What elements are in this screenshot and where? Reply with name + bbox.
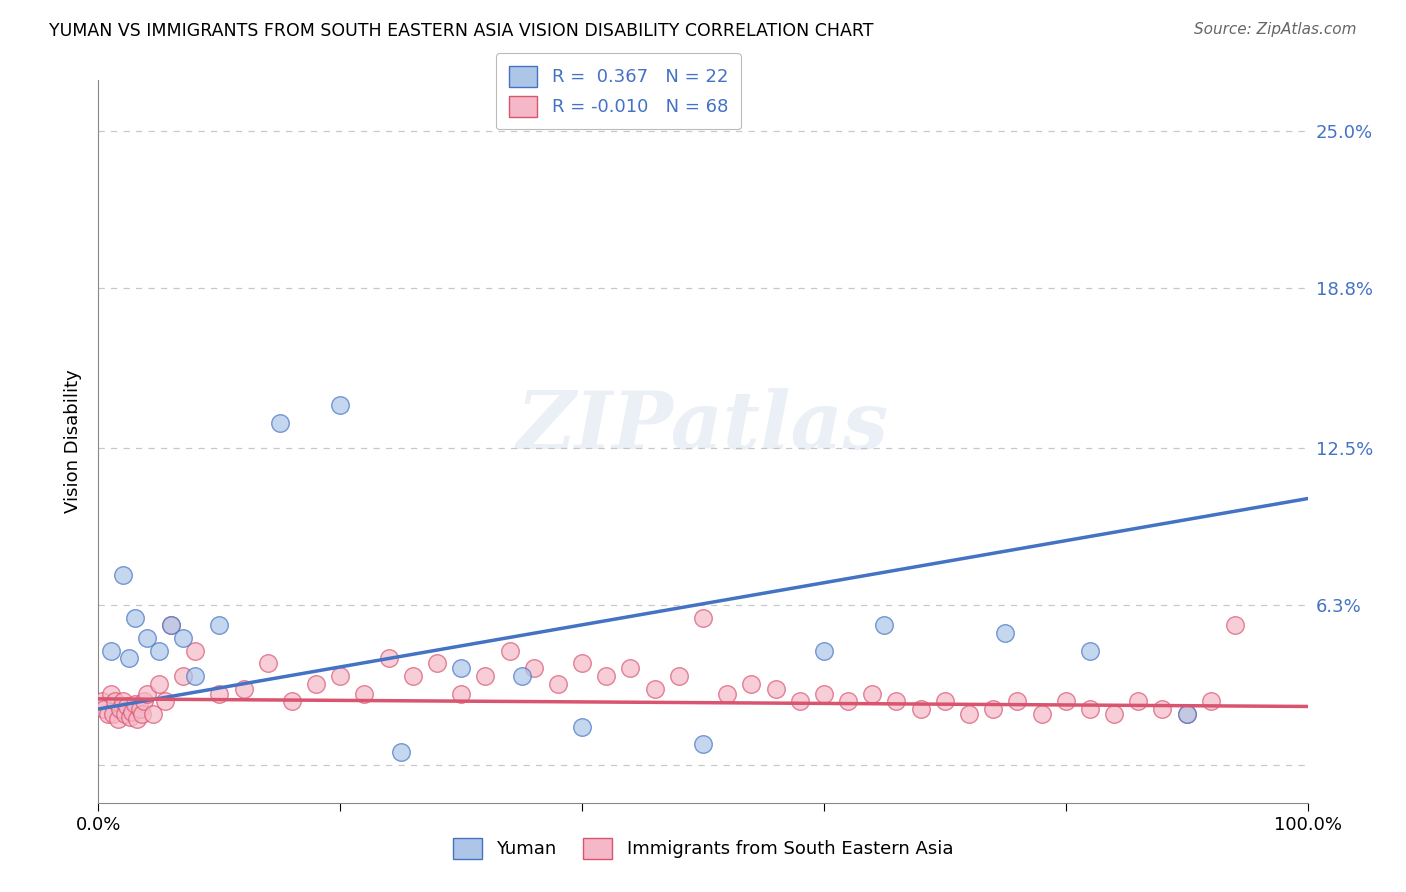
Point xyxy=(377,651,399,665)
Point xyxy=(353,687,375,701)
Point xyxy=(389,745,412,759)
Point xyxy=(91,694,114,708)
Point xyxy=(981,702,1004,716)
Point xyxy=(994,626,1017,640)
Text: YUMAN VS IMMIGRANTS FROM SOUTH EASTERN ASIA VISION DISABILITY CORRELATION CHART: YUMAN VS IMMIGRANTS FROM SOUTH EASTERN A… xyxy=(49,22,873,40)
Point xyxy=(107,712,129,726)
Point xyxy=(668,669,690,683)
Point xyxy=(716,687,738,701)
Point xyxy=(131,707,153,722)
Point xyxy=(134,694,156,708)
Point xyxy=(114,707,136,722)
Point xyxy=(124,697,146,711)
Point xyxy=(305,676,328,690)
Point xyxy=(1175,707,1198,722)
Point xyxy=(644,681,666,696)
Point xyxy=(256,657,278,671)
Point xyxy=(510,669,533,683)
Y-axis label: Vision Disability: Vision Disability xyxy=(65,369,83,514)
Point xyxy=(108,702,131,716)
Point xyxy=(789,694,811,708)
Point xyxy=(329,398,352,412)
Point xyxy=(172,669,194,683)
Point xyxy=(1102,707,1125,722)
Point xyxy=(329,669,352,683)
Point xyxy=(118,709,141,723)
Point xyxy=(93,702,115,716)
Point xyxy=(232,681,254,696)
Point xyxy=(837,694,859,708)
Point xyxy=(100,643,122,657)
Point xyxy=(160,618,183,632)
Point xyxy=(571,657,593,671)
Point xyxy=(1078,702,1101,716)
Point xyxy=(135,687,157,701)
Point xyxy=(1199,694,1222,708)
Point xyxy=(1007,694,1029,708)
Point xyxy=(498,643,520,657)
Point xyxy=(117,699,139,714)
Point xyxy=(910,702,932,716)
Point xyxy=(101,707,124,722)
Point xyxy=(153,694,176,708)
Point xyxy=(426,657,449,671)
Point xyxy=(1223,618,1246,632)
Point xyxy=(692,738,714,752)
Point xyxy=(547,676,569,690)
Point xyxy=(184,669,207,683)
Point xyxy=(571,720,593,734)
Point xyxy=(128,702,150,716)
Point xyxy=(118,651,141,665)
Point xyxy=(97,707,120,722)
Point xyxy=(1175,707,1198,722)
Point xyxy=(595,669,617,683)
Point xyxy=(873,618,896,632)
Point xyxy=(148,676,170,690)
Point xyxy=(121,705,143,719)
Point xyxy=(1031,707,1053,722)
Point xyxy=(111,694,134,708)
Point xyxy=(860,687,883,701)
Point xyxy=(450,661,472,675)
Point xyxy=(184,643,207,657)
Point xyxy=(135,631,157,645)
Text: Source: ZipAtlas.com: Source: ZipAtlas.com xyxy=(1194,22,1357,37)
Point xyxy=(765,681,787,696)
Point xyxy=(208,687,231,701)
Point xyxy=(886,694,908,708)
Point xyxy=(957,707,980,722)
Point xyxy=(813,643,835,657)
Text: ZIPatlas: ZIPatlas xyxy=(517,388,889,466)
Point xyxy=(127,712,149,726)
Point xyxy=(619,661,641,675)
Point xyxy=(172,631,194,645)
Point xyxy=(160,618,183,632)
Point xyxy=(740,676,762,690)
Point xyxy=(111,567,134,582)
Point xyxy=(124,611,146,625)
Legend: Yuman, Immigrants from South Eastern Asia: Yuman, Immigrants from South Eastern Asi… xyxy=(446,830,960,866)
Point xyxy=(523,661,546,675)
Point xyxy=(1054,694,1077,708)
Point xyxy=(1128,694,1150,708)
Point xyxy=(148,643,170,657)
Point xyxy=(1078,643,1101,657)
Point xyxy=(269,416,291,430)
Point xyxy=(813,687,835,701)
Point xyxy=(474,669,496,683)
Point xyxy=(208,618,231,632)
Point xyxy=(142,707,165,722)
Point xyxy=(692,611,714,625)
Point xyxy=(104,694,127,708)
Point xyxy=(934,694,956,708)
Point xyxy=(281,694,304,708)
Point xyxy=(450,687,472,701)
Point xyxy=(402,669,425,683)
Point xyxy=(1152,702,1174,716)
Point xyxy=(100,687,122,701)
